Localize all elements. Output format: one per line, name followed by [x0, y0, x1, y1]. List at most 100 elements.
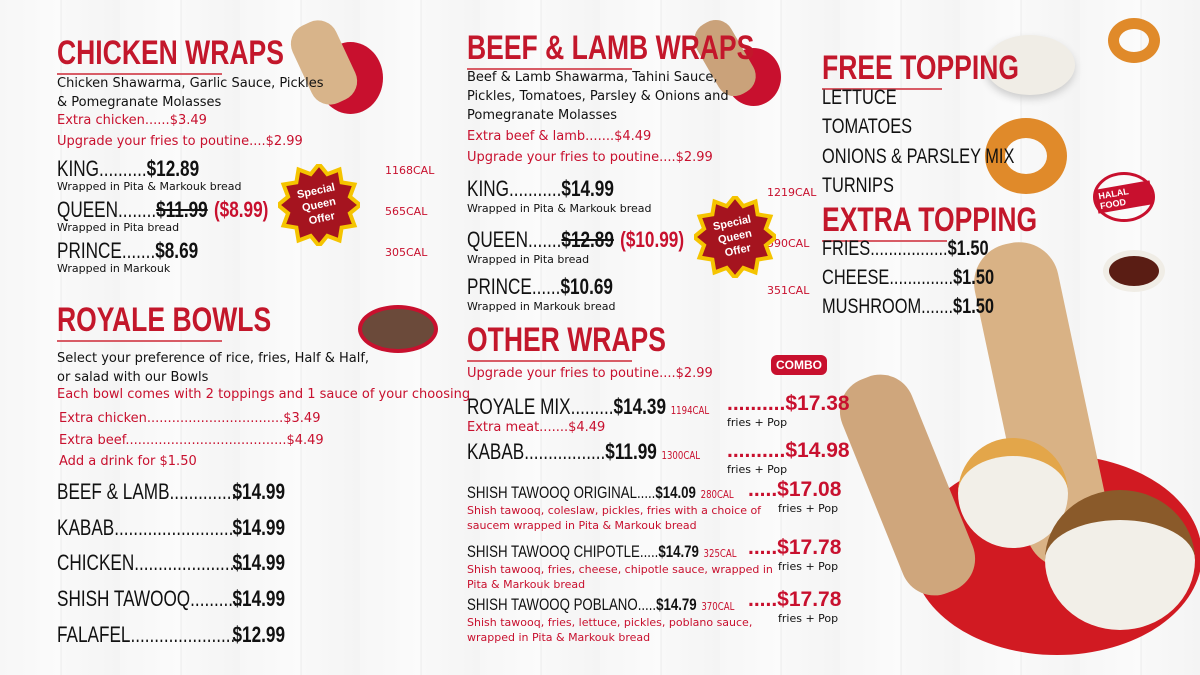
item-line: BEEF & LAMB...............$14.99	[57, 481, 285, 503]
item-name: KABAB.........................	[57, 515, 234, 540]
calories: 1219CAL	[767, 186, 817, 199]
combo-price[interactable]: ..........$14.98	[727, 439, 850, 462]
item-line: KABAB.................$11.99 1300CAL	[467, 441, 700, 467]
item-subtitle: Wrapped in Markouk bread	[467, 300, 616, 313]
item-price: $12.99	[232, 622, 285, 647]
combo-price[interactable]: .....$17.08	[748, 478, 842, 501]
item-name: CHEESE..............	[822, 266, 954, 289]
calories: 305CAL	[385, 246, 428, 259]
item-name: QUEEN........	[57, 197, 157, 222]
calories: 325CAL	[703, 547, 737, 560]
menu-item[interactable]: PRINCE.......$8.69	[57, 240, 238, 262]
menu-item[interactable]: PRINCE......$10.69	[467, 276, 654, 298]
item-name: KING...........	[467, 176, 562, 201]
upgrade-price: Upgrade your fries to poutine....$2.99	[57, 134, 303, 149]
item-line: KING..........$12.89	[57, 158, 199, 180]
menu-item[interactable]: BEEF & LAMB...............$14.99	[57, 481, 349, 503]
menu-item[interactable]: QUEEN.......$12.89 ($10.99)	[467, 229, 745, 251]
menu-item[interactable]: KING...........$14.99	[467, 178, 655, 200]
topping-item: TURNIPS	[822, 174, 914, 198]
item-name: SHISH TAWOOQ ORIGINAL.....	[467, 483, 656, 502]
item-subtitle: Wrapped in Pita bread	[467, 253, 590, 266]
item-name: KABAB.................	[467, 439, 606, 464]
item-line: KING...........$14.99	[467, 178, 614, 200]
topping-name: ONIONS & PARSLEY MIX	[822, 145, 1015, 168]
sale-price: ($10.99)	[620, 227, 685, 252]
menu-item[interactable]: SHISH TAWOOQ POBLANO.....$14.79 370CAL	[467, 594, 810, 618]
topping-item: LETTUCE	[822, 86, 918, 110]
description-line: Select your preference of rice, fries, H…	[57, 351, 370, 366]
item-line: KABAB.........................$14.99	[57, 517, 285, 539]
combo-price[interactable]: .....$17.78	[748, 588, 842, 611]
menu-item[interactable]: ROYALE MIX.........$14.39 1194CAL	[467, 396, 777, 422]
combo-price[interactable]: .....$17.78	[748, 536, 842, 559]
topping-name: LETTUCE	[822, 86, 897, 109]
menu-item[interactable]: SHISH TAWOOQ............$14.99	[57, 588, 349, 610]
title-underline	[57, 340, 222, 342]
item-line: CHICKEN.......................$14.99	[57, 552, 285, 574]
item-price: $1.50	[947, 237, 989, 260]
item-name: PRINCE......	[467, 274, 561, 299]
combo-subtitle: fries + Pop	[778, 560, 839, 573]
extra-topping-item[interactable]: MUSHROOM.......$1.50	[822, 295, 1043, 319]
menu-item[interactable]: QUEEN........$11.99 ($8.99)	[57, 199, 328, 221]
item-line: SHISH TAWOOQ CHIPOTLE.....$14.79 325CAL	[467, 541, 737, 565]
item-name: PRINCE.......	[57, 238, 156, 263]
calories: 1194CAL	[670, 404, 710, 417]
special-offer-badge: Special Queen Offer	[694, 196, 776, 278]
combo-subtitle: fries + Pop	[727, 463, 788, 476]
item-line: PRINCE.......$8.69	[57, 240, 198, 262]
item-note: Extra meat.......$4.49	[467, 420, 606, 435]
menu-item[interactable]: FALAFEL.......................$12.99	[57, 624, 349, 646]
item-line: MUSHROOM.......$1.50	[822, 295, 994, 319]
extra-price: Extra beef & lamb.......$4.49	[467, 129, 652, 144]
section-title-text: FREE TOPPING	[822, 49, 1019, 87]
bowl-extra: Extra beef..............................…	[59, 433, 324, 448]
item-line: FALAFEL.......................$12.99	[57, 624, 285, 646]
menu-item[interactable]: SHISH TAWOOQ CHIPOTLE.....$14.79 325CAL	[467, 541, 813, 565]
section-title-text: EXTRA TOPPING	[822, 201, 1038, 239]
menu-item[interactable]: SHISH TAWOOQ ORIGINAL.....$14.09 280CAL	[467, 482, 809, 506]
item-price: $10.69	[560, 274, 613, 299]
menu-item[interactable]: KABAB.................$11.99 1300CAL	[467, 441, 766, 467]
menu-item[interactable]: KING..........$12.89	[57, 158, 239, 180]
bowl-extra: Extra chicken...........................…	[59, 411, 321, 426]
description-line: & Pomegranate Molasses	[57, 95, 222, 110]
item-name: FALAFEL.......................	[57, 622, 241, 647]
halal-stamp: HALAL FOOD	[1093, 172, 1155, 222]
item-price: $14.79	[658, 542, 699, 561]
bowl-image	[958, 438, 1068, 548]
combo-subtitle: fries + Pop	[778, 502, 839, 515]
extra-topping-item[interactable]: CHEESE..............$1.50	[822, 266, 1043, 290]
menu-item[interactable]: CHICKEN.......................$14.99	[57, 552, 349, 574]
item-price: $12.89	[561, 227, 614, 252]
item-price: $8.69	[155, 238, 199, 263]
item-name: FRIES.................	[822, 237, 948, 260]
starburst-icon	[278, 164, 360, 246]
item-name: CHICKEN.......................	[57, 550, 244, 575]
extra-topping-item[interactable]: FRIES.................$1.50	[822, 237, 1036, 261]
topping-item: ONIONS & PARSLEY MIX	[822, 145, 1069, 169]
item-price: $14.39	[613, 394, 667, 419]
item-subtitle: Wrapped in Markouk	[57, 262, 171, 275]
item-price: $14.99	[232, 479, 285, 504]
sale-price: ($8.99)	[213, 197, 269, 222]
calories: 1168CAL	[385, 164, 435, 177]
item-name: QUEEN.......	[467, 227, 562, 252]
item-name: SHISH TAWOOQ CHIPOTLE.....	[467, 542, 659, 561]
calories: 1300CAL	[661, 449, 700, 462]
calories: 280CAL	[700, 488, 734, 501]
menu-item[interactable]: KABAB.........................$14.99	[57, 517, 349, 539]
item-line: SHISH TAWOOQ POBLANO.....$14.79 370CAL	[467, 594, 734, 618]
upgrade-price: Upgrade your fries to poutine....$2.99	[467, 150, 713, 165]
item-name: MUSHROOM.......	[822, 295, 954, 318]
combo-price[interactable]: ..........$17.38	[727, 392, 850, 415]
title-underline	[467, 360, 632, 362]
item-name: SHISH TAWOOQ............	[57, 586, 248, 611]
item-price: $14.99	[232, 586, 285, 611]
item-line: FRIES.................$1.50	[822, 237, 989, 261]
item-line: ROYALE MIX.........$14.39 1194CAL	[467, 396, 709, 422]
special-offer-badge: Special Queen Offer	[278, 164, 360, 246]
item-description: saucem wrapped in Pita & Markouk bread	[467, 519, 697, 532]
title-underline	[822, 88, 942, 90]
